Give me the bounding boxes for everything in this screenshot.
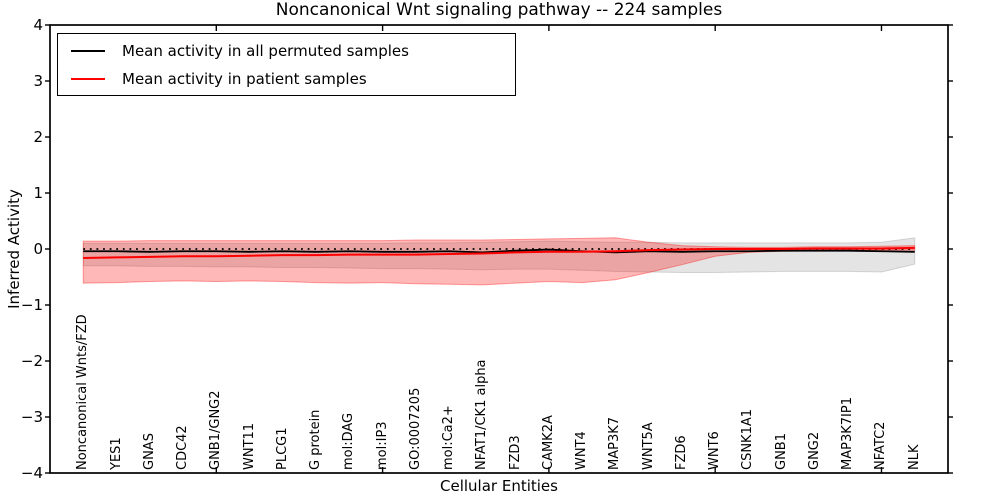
y-tick-label: −4 xyxy=(20,464,43,482)
x-tick-label: NLK xyxy=(906,444,922,471)
y-tick-label: −1 xyxy=(20,296,43,314)
x-tick-label: GO:0007205 xyxy=(407,387,423,470)
x-tick-label: G protein xyxy=(308,409,324,470)
x-tick-label: MAP3K7 xyxy=(607,416,623,470)
x-tick-label: WNT4 xyxy=(574,431,590,470)
y-tick-label: 4 xyxy=(33,16,43,34)
x-tick-label: mol:DAG xyxy=(341,412,357,470)
x-tick-label: GNB1 xyxy=(773,433,789,470)
x-tick-label: CDC42 xyxy=(175,425,191,470)
legend-entry: Mean activity in patient samples xyxy=(58,65,515,93)
x-tick-label: YES1 xyxy=(108,437,124,470)
x-tick-label: GNG2 xyxy=(806,431,822,470)
legend-entry: Mean activity in all permuted samples xyxy=(58,37,515,65)
y-tick-label: 2 xyxy=(33,128,43,146)
x-tick-label: CSNK1A1 xyxy=(740,408,756,470)
x-tick-label: NFATC2 xyxy=(873,421,889,470)
legend-label: Mean activity in patient samples xyxy=(122,70,367,88)
legend-label: Mean activity in all permuted samples xyxy=(122,42,409,60)
x-tick-label: WNT6 xyxy=(707,431,723,470)
x-tick-label: FZD6 xyxy=(673,435,689,470)
x-tick-label: FZD3 xyxy=(507,435,523,470)
x-tick-label: WNT5A xyxy=(640,422,656,470)
x-tick-label: mol:Ca2+ xyxy=(441,405,457,470)
legend-line-swatch xyxy=(71,50,105,52)
band-permuted-samples-range xyxy=(82,237,916,274)
x-tick-label: GNAS xyxy=(141,433,157,470)
y-tick-label: 0 xyxy=(33,240,43,258)
x-tick-label: WNT11 xyxy=(241,422,257,470)
x-tick-label: CAMK2A xyxy=(540,415,556,470)
y-tick-label: 1 xyxy=(33,184,43,202)
y-tick-label: −2 xyxy=(20,352,43,370)
series-line-1 xyxy=(83,246,915,259)
chart-title: Noncanonical Wnt signaling pathway -- 22… xyxy=(275,0,723,20)
series-line-0 xyxy=(83,248,915,254)
x-axis-label: Cellular Entities xyxy=(440,477,558,495)
legend: Mean activity in all permuted samples Mea… xyxy=(57,33,516,96)
x-tick-label: PLCG1 xyxy=(274,427,290,470)
legend-line-swatch xyxy=(71,78,105,80)
x-tick-label: Noncanonical Wnts/FZD xyxy=(75,314,91,470)
x-tick-label: MAP3K7IP1 xyxy=(840,397,856,470)
y-tick-label: 3 xyxy=(33,72,43,90)
x-tick-label: GNB1/GNG2 xyxy=(208,390,224,470)
x-tick-label: NFAT1/CK1 alpha xyxy=(474,359,490,470)
y-tick-label: −3 xyxy=(20,408,43,426)
x-tick-label: mol:IP3 xyxy=(374,421,390,470)
